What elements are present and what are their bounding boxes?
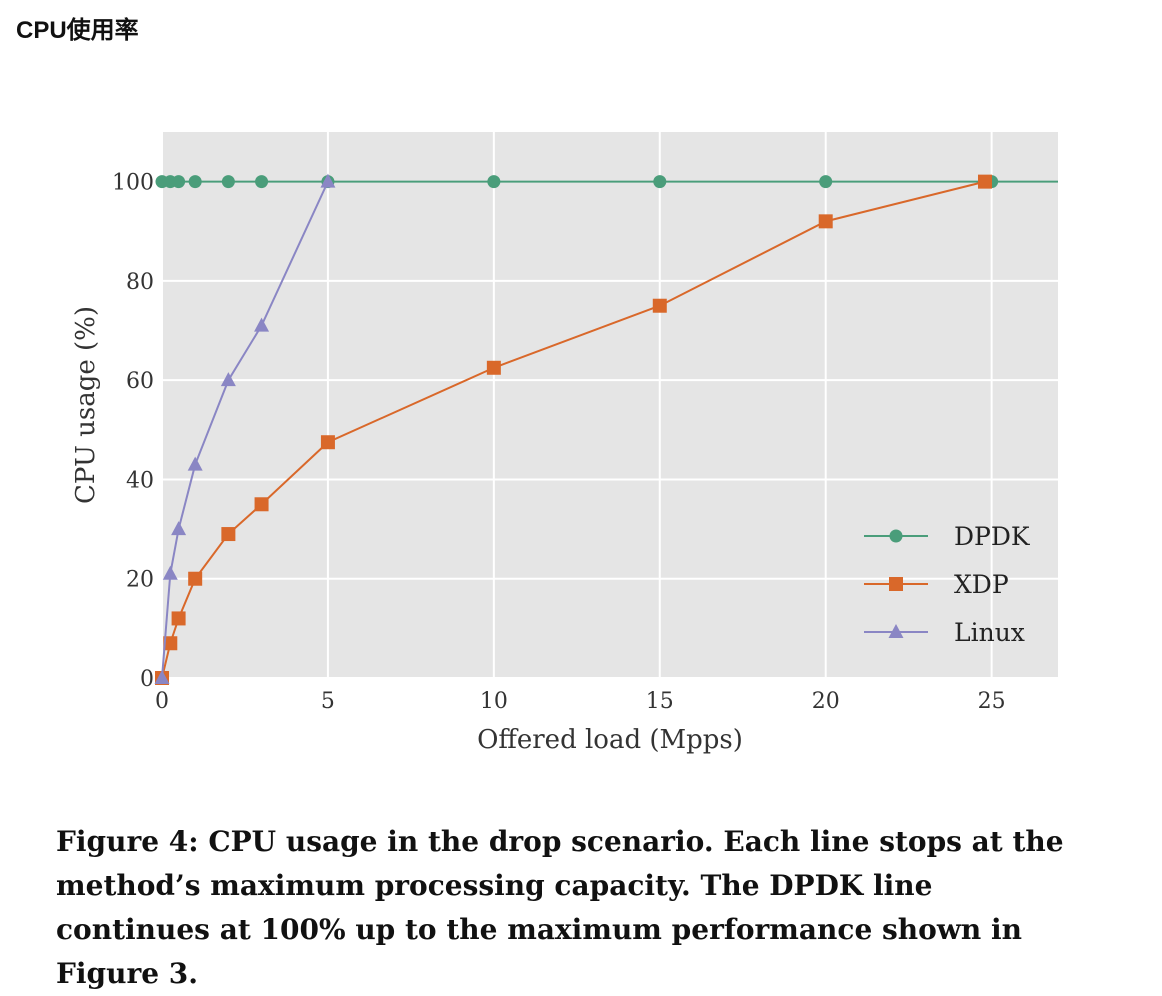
x-tick-label: 5 [321,689,335,714]
linux-point [154,670,170,684]
dpdk-point [255,175,269,189]
linux-series [154,173,336,684]
x-tick-label: 10 [480,689,508,714]
linux-point [162,565,178,580]
page-heading: CPU使用率 [16,17,139,44]
y-tick-label: 40 [126,468,154,493]
y-tick-label: 100 [112,171,154,196]
figure-caption: Figure 4: CPU usage in the drop scenario… [56,825,1064,990]
x-axis-label: Offered load (Mpps) [477,725,743,755]
xdp-point [163,636,178,651]
xdp-point [818,214,833,229]
y-axis-label: CPU usage (%) [71,306,101,504]
xdp-point [320,435,335,450]
cpu-usage-chart: 0 5 10 15 20 25 0 20 40 60 80 100 Offered load (Mp… [71,132,1058,755]
linux-point [171,521,187,536]
dpdk-point [188,175,202,189]
x-tick-label: 20 [812,689,840,714]
legend-swatch-marker [888,624,904,638]
x-tick-label: 25 [978,689,1006,714]
x-tick-labels: 0 5 10 15 20 25 [155,689,1006,714]
dpdk-point [487,175,501,189]
plot-background [162,132,1058,678]
legend-item-linux: Linux [864,618,1025,647]
grid-lines [161,132,1058,679]
legend-label: DPDK [954,522,1031,551]
xdp-point [652,298,667,313]
x-tick-label: 15 [646,689,674,714]
y-tick-label: 60 [126,369,154,394]
xdp-point [977,174,992,189]
legend-label: Linux [954,618,1025,647]
dpdk-point [819,175,833,189]
legend-label: XDP [954,570,1009,599]
xdp-point [188,571,203,586]
dpdk-point [221,175,235,189]
linux-point [220,372,236,387]
dpdk-point [172,175,186,189]
legend-item-xdp: XDP [864,570,1009,599]
legend-swatch-marker [889,577,903,591]
xdp-point [486,360,501,375]
xdp-point [221,527,236,542]
series-lines [154,173,1058,685]
legend-item-dpdk: DPDK [864,522,1031,551]
xdp-point [254,497,269,512]
xdp-series [155,174,992,685]
xdp-point [171,611,186,626]
legend-swatch-marker [889,529,903,543]
y-tick-label: 20 [126,568,154,593]
y-tick-labels: 0 20 40 60 80 100 [112,171,154,692]
linux-point [254,317,270,332]
linux-point [320,173,336,188]
linux-point [187,456,203,471]
legend: DPDK XDP Linux [864,522,1031,647]
y-tick-label: 80 [126,270,154,295]
dpdk-series [155,175,1058,189]
y-tick-label: 0 [140,667,154,692]
dpdk-point [653,175,667,189]
x-tick-label: 0 [155,689,169,714]
